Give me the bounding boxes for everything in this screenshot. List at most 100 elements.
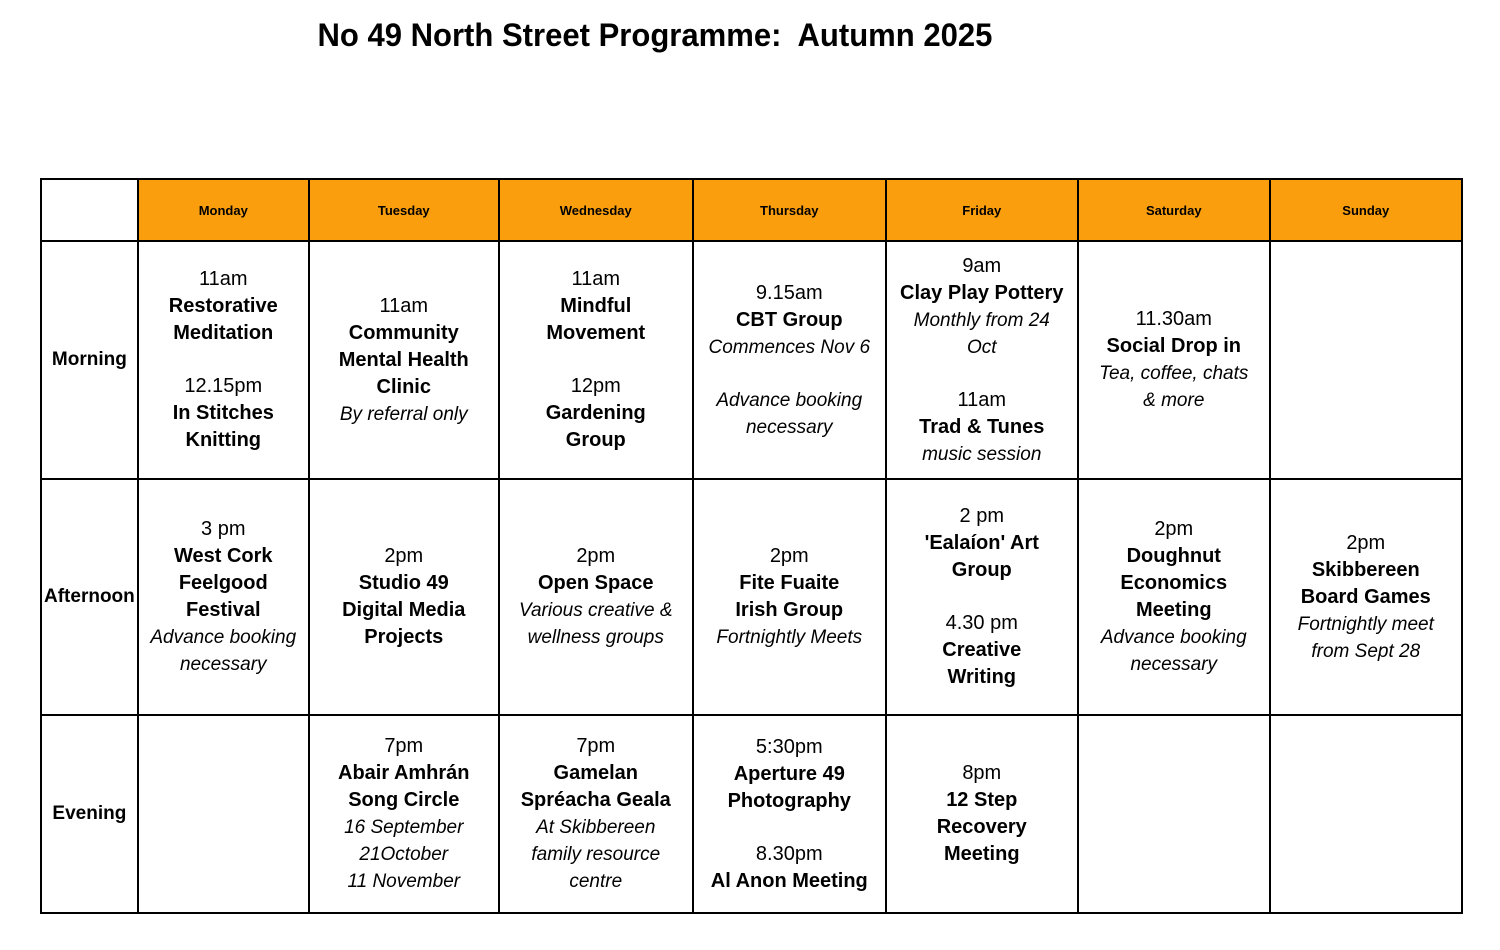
event-name: Restorative Meditation [168, 295, 278, 344]
event-note: Fortnightly meet from Sept 28 [1297, 613, 1434, 662]
event-time: 2pm [384, 545, 424, 567]
cell-evening-monday [136, 714, 310, 914]
event-gap [889, 361, 1075, 387]
day-header-saturday: Saturday [1076, 178, 1271, 242]
event-name: Gardening Group [545, 402, 646, 451]
event-name: 'Ealaíon' Art Group [924, 532, 1039, 581]
title-container: No 49 North Street Programme: Autumn 202… [0, 16, 1310, 54]
cell-evening-tuesday: 7pm Abair Amhrán Song Circle 16 September … [307, 714, 500, 914]
event-name: Mindful Movement [546, 295, 646, 344]
cell-morning-tuesday: 11am Community Mental Health Clinic By ref… [307, 240, 500, 480]
cell-afternoon-tuesday: 2pm Studio 49 Digital Media Projects [307, 478, 500, 716]
event-name: West Cork Feelgood Festival [173, 545, 273, 621]
cell-afternoon-saturday: 2pm Doughnut Economics Meeting Advance boo… [1076, 478, 1271, 716]
cell-afternoon-monday: 3 pm West Cork Feelgood Festival Advance b… [136, 478, 310, 716]
row-label-evening: Evening [40, 714, 139, 914]
event-name: Skibbereen Board Games [1300, 558, 1431, 608]
day-header-sunday: Sunday [1268, 178, 1463, 242]
event-gap [889, 584, 1075, 610]
event-name: Abair Amhrán Song Circle [338, 762, 470, 811]
cell-morning-friday: 9am Clay Play Pottery Monthly from 24 Oct 1… [884, 240, 1079, 480]
row-label-morning: Morning [40, 240, 139, 480]
day-header-wednesday: Wednesday [497, 178, 694, 242]
event-time: 2pm [1154, 518, 1194, 540]
event-time: 11am [571, 268, 621, 290]
cell-evening-thursday: 5:30pm Aperture 49 Photography 8.30pm Al An… [691, 714, 887, 914]
event-note: Tea, coffee, chats & more [1099, 363, 1249, 411]
event-note: Monthly from 24 Oct [913, 309, 1050, 358]
event-gap [696, 361, 883, 387]
event-name: Gamelan Spréacha Geala [520, 762, 671, 811]
event-name: Clay Play Pottery [900, 281, 1064, 304]
event-time: 11.30am [1135, 308, 1212, 330]
event-gap [502, 347, 690, 373]
event-time: 2pm [576, 545, 616, 567]
event-note: Various creative & wellness groups [519, 600, 673, 648]
event-gap [696, 815, 883, 841]
cell-morning-monday: 11am Restorative Meditation 12.15pm In Stit… [136, 240, 310, 480]
day-header-monday: Monday [136, 178, 310, 242]
event-time: 8.30pm [755, 842, 823, 865]
cell-morning-sunday [1268, 240, 1463, 480]
event-time: 4.30 pm [945, 612, 1018, 634]
event-time: 11am [379, 294, 429, 317]
cell-evening-sunday [1268, 714, 1463, 914]
event-note: Advance booking necessary [716, 389, 863, 438]
event-name: Open Space [537, 572, 654, 594]
event-time: 11am [957, 388, 1007, 411]
event-note: music session [922, 443, 1042, 465]
event-time: 12pm [570, 375, 621, 397]
event-name: CBT Group [735, 308, 843, 331]
cell-morning-wednesday: 11am Mindful Movement 12pm Gardening Group [497, 240, 694, 480]
event-note: At Skibbereen family resource centre [531, 817, 661, 892]
event-time: 2pm [1346, 531, 1386, 554]
event-time: 9.15am [755, 281, 823, 304]
afternoon-row: Afternoon 3 pm West Cork Feelgood Festiva… [40, 478, 1463, 716]
programme-table: Monday Tuesday Wednesday Thursday Friday… [40, 178, 1463, 914]
event-time: 11am [198, 268, 248, 290]
event-name: Fite Fuaite Irish Group [735, 572, 844, 621]
event-gap [141, 347, 306, 373]
event-time: 5:30pm [755, 735, 823, 758]
event-time: 3 pm [201, 518, 246, 540]
cell-afternoon-wednesday: 2pm Open Space Various creative & wellness… [497, 478, 694, 716]
event-time: 2pm [769, 545, 809, 567]
evening-row: Evening 7pm Abair Amhrán Song Circle 16 Se… [40, 714, 1463, 914]
event-name: Aperture 49 Photography [727, 762, 851, 812]
event-note: Commences Nov 6 [708, 336, 871, 358]
cell-afternoon-thursday: 2pm Fite Fuaite Irish Group Fortnightly Me… [691, 478, 887, 716]
day-header-row: Monday Tuesday Wednesday Thursday Friday… [40, 178, 1463, 242]
event-name: Creative Writing [942, 639, 1022, 688]
day-header-tuesday: Tuesday [307, 178, 500, 242]
page-title: No 49 North Street Programme: Autumn 202… [317, 17, 993, 53]
event-note: Advance booking necessary [150, 627, 297, 675]
event-name: Doughnut Economics Meeting [1120, 545, 1228, 621]
event-note: Fortnightly Meets [716, 627, 863, 648]
cell-evening-wednesday: 7pm Gamelan Spréacha Geala At Skibbereen f… [497, 714, 694, 914]
morning-row: Morning 11am Restorative Meditation 12.15p… [40, 240, 1463, 480]
event-name: In Stitches Knitting [172, 402, 274, 451]
event-name: Community Mental Health Clinic [338, 321, 469, 398]
event-time: 2 pm [959, 505, 1004, 527]
cell-evening-friday: 8pm 12 Step Recovery Meeting [884, 714, 1079, 914]
event-note: Advance booking necessary [1100, 627, 1247, 675]
day-header-friday: Friday [884, 178, 1079, 242]
cell-morning-saturday: 11.30am Social Drop in Tea, coffee, chats … [1076, 240, 1271, 480]
event-time: 7pm [576, 735, 616, 757]
event-name: Social Drop in [1106, 335, 1241, 357]
cell-morning-thursday: 9.15am CBT Group Commences Nov 6 Advance bo… [691, 240, 887, 480]
event-note: 16 September 21October 11 November [344, 817, 464, 892]
row-label-afternoon: Afternoon [40, 478, 139, 716]
event-time: 9am [962, 254, 1002, 277]
event-time: 8pm [962, 762, 1002, 784]
day-header-thursday: Thursday [691, 178, 887, 242]
cell-afternoon-friday: 2 pm 'Ealaíon' Art Group 4.30 pm Creative W… [884, 478, 1079, 716]
cell-evening-saturday [1076, 714, 1271, 914]
event-name: Al Anon Meeting [710, 869, 868, 892]
event-name: Studio 49 Digital Media Projects [342, 572, 466, 648]
event-note: By referral only [339, 403, 468, 425]
event-time: 12.15pm [184, 375, 263, 397]
event-name: Trad & Tunes [919, 415, 1045, 438]
cell-afternoon-sunday: 2pm Skibbereen Board Games Fortnightly mee… [1268, 478, 1463, 716]
